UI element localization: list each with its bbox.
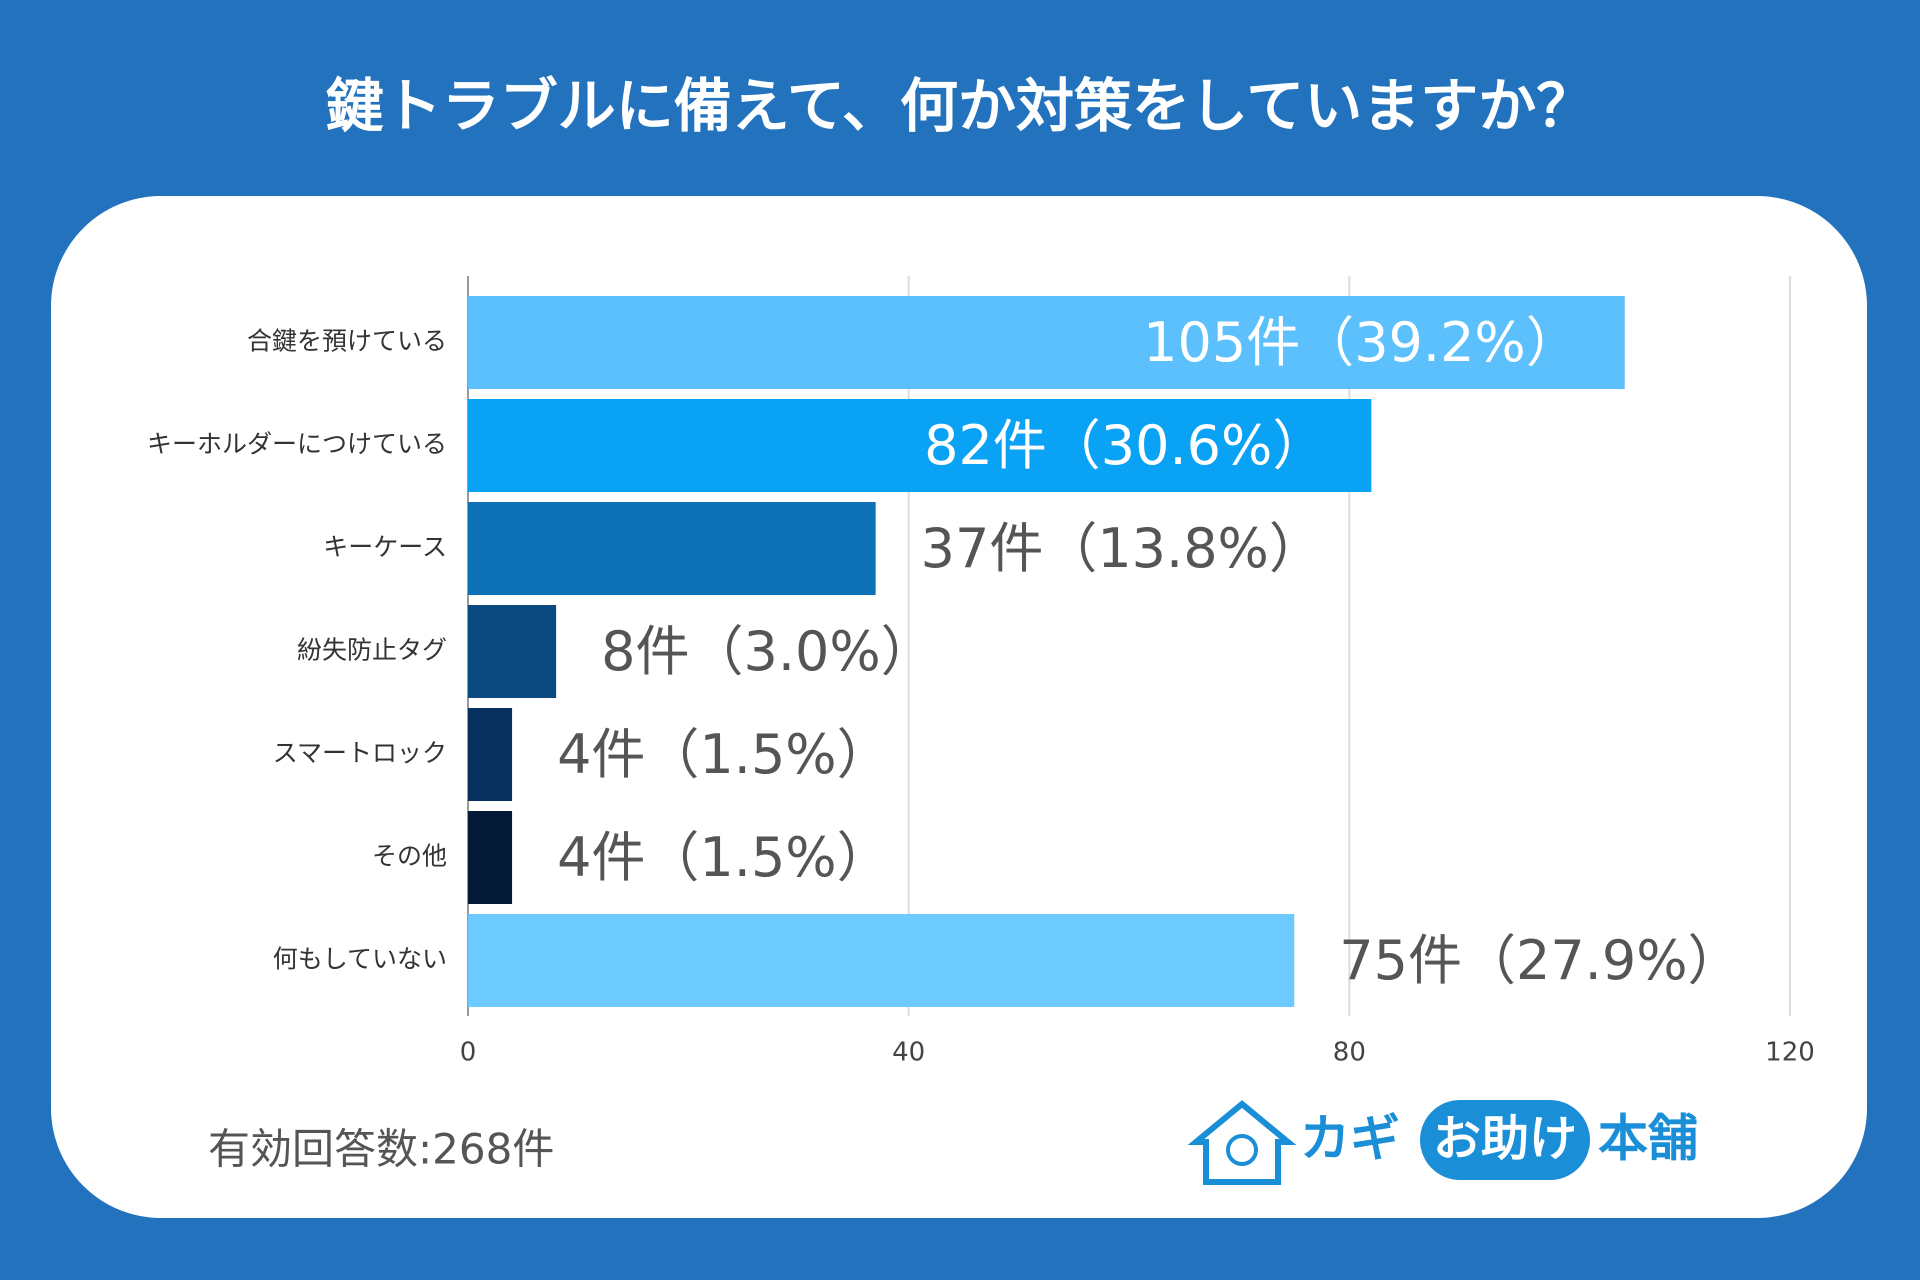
- x-tick-label: 40: [892, 1038, 925, 1068]
- category-label: スマートロック: [273, 739, 447, 768]
- value-label: 82件（30.6%）: [924, 414, 1326, 477]
- value-label: 37件（13.8%）: [921, 517, 1323, 580]
- value-label: 4件（1.5%）: [557, 723, 891, 786]
- x-tick-label: 0: [460, 1038, 477, 1068]
- category-label: 何もしていない: [273, 945, 447, 974]
- category-label: 合鍵を預けている: [247, 327, 447, 356]
- logo-face: [1226, 1134, 1258, 1166]
- value-label: 4件（1.5%）: [557, 826, 891, 889]
- logo-text: 本舗: [1598, 1110, 1698, 1168]
- bar: [468, 399, 1372, 492]
- value-label: 8件（3.0%）: [601, 620, 935, 683]
- value-label: 105件（39.2%）: [1143, 311, 1580, 374]
- category-label: キーケース: [323, 533, 447, 562]
- bar: [468, 914, 1295, 1007]
- bar: [468, 502, 876, 595]
- category-label: 紛失防止タグ: [297, 636, 447, 665]
- logo: カギ お助け 本舗: [1187, 1100, 1698, 1185]
- category-label: キーホルダーにつけている: [147, 430, 447, 459]
- note: 有効回答数:268件: [208, 1125, 554, 1174]
- value-label: 75件（27.9%）: [1339, 929, 1741, 992]
- bar: [468, 708, 513, 801]
- chart-title: 鍵トラブルに備えて、何か対策をしていますか？: [326, 72, 1594, 140]
- bar: [468, 296, 1625, 389]
- x-tick-label: 120: [1765, 1038, 1815, 1068]
- bar: [468, 811, 513, 904]
- x-tick-label: 80: [1333, 1038, 1366, 1068]
- category-label: その他: [372, 842, 447, 871]
- logo-text: カギ: [1300, 1110, 1400, 1168]
- logo-pill: [1420, 1100, 1590, 1180]
- bar: [468, 605, 557, 698]
- logo-text: お助け: [1433, 1111, 1577, 1167]
